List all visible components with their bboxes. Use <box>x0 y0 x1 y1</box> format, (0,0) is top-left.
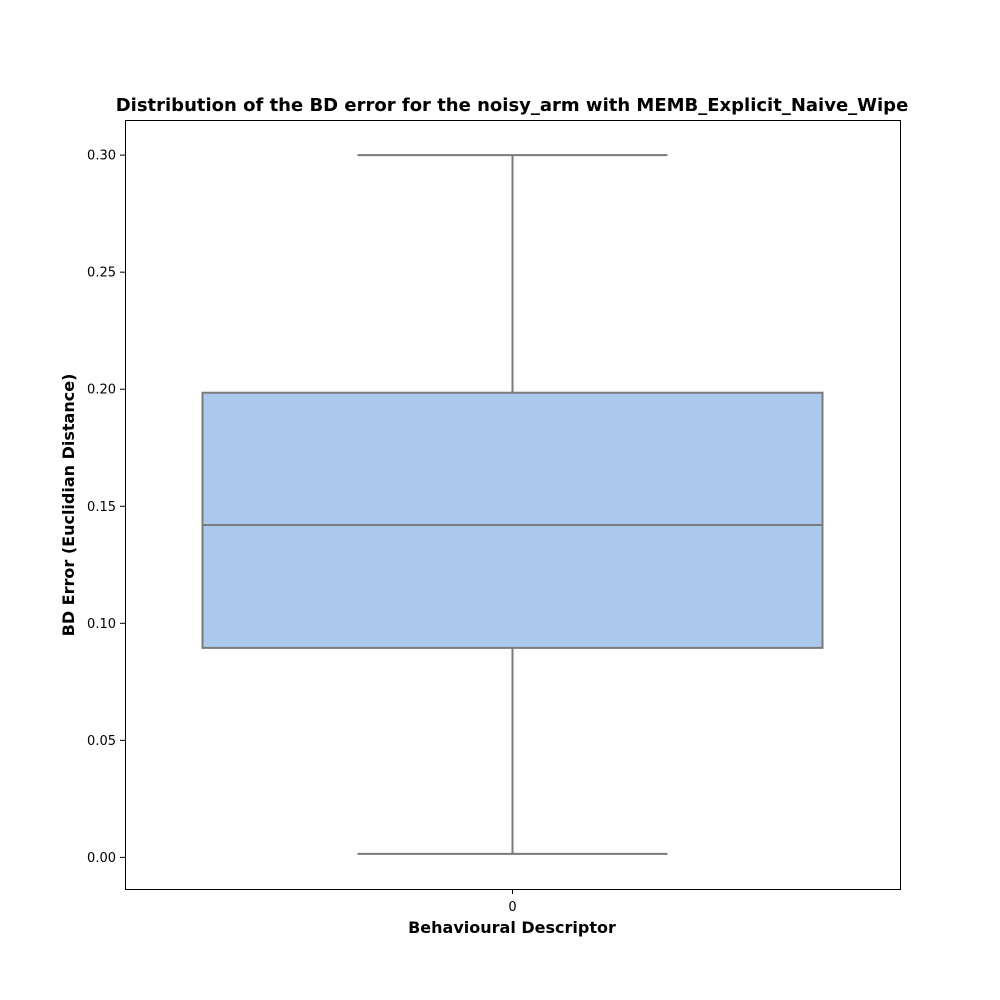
y-tick-label: 0.00 <box>87 851 116 866</box>
boxes-layer <box>201 154 824 855</box>
y-axis-label: BD Error (Euclidian Distance) <box>59 374 78 637</box>
y-tick-label: 0.30 <box>87 149 116 164</box>
plot-area <box>125 120 901 890</box>
y-tick-label: 0.25 <box>87 266 116 281</box>
chart-title: Distribution of the BD error for the noi… <box>116 95 909 116</box>
x-axis-label: Behavioural Descriptor <box>408 918 616 937</box>
x-tick-label: 0 <box>508 900 516 915</box>
y-tick-label: 0.05 <box>87 734 116 749</box>
y-axis: 0.00 0.05 0.10 0.15 0.20 0.25 0.30 <box>87 149 125 866</box>
box-group <box>201 154 824 855</box>
y-tick-label: 0.15 <box>87 500 116 515</box>
y-tick-label: 0.20 <box>87 383 116 398</box>
y-tick-label: 0.10 <box>87 617 116 632</box>
iqr-box <box>201 391 824 649</box>
x-axis: 0 <box>508 889 517 915</box>
